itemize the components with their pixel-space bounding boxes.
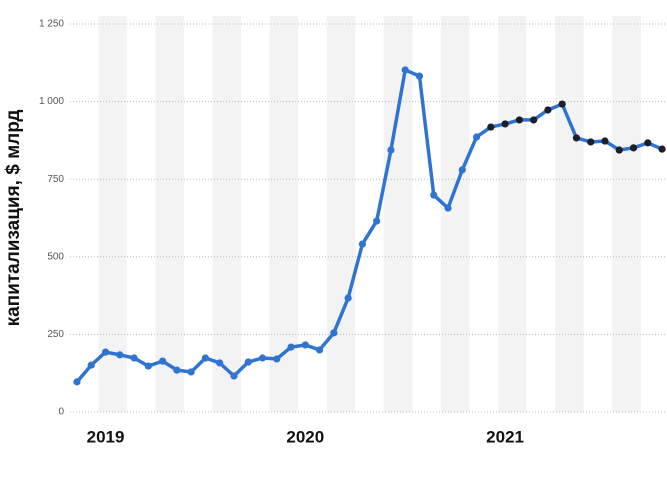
band bbox=[440, 16, 470, 412]
point bbox=[458, 166, 466, 174]
point bbox=[344, 294, 352, 302]
point bbox=[173, 366, 181, 374]
band bbox=[155, 16, 185, 412]
band bbox=[555, 16, 584, 412]
point bbox=[216, 359, 224, 367]
point bbox=[629, 144, 638, 152]
point bbox=[487, 123, 495, 131]
point bbox=[159, 357, 167, 365]
point bbox=[116, 351, 124, 359]
point bbox=[658, 145, 666, 153]
point bbox=[87, 361, 95, 369]
point bbox=[430, 191, 438, 199]
point bbox=[287, 343, 295, 351]
point bbox=[615, 146, 623, 154]
background-bands bbox=[98, 16, 641, 412]
x-tick-label: 2019 bbox=[87, 427, 125, 446]
point bbox=[572, 134, 581, 142]
point bbox=[315, 346, 324, 354]
point bbox=[644, 139, 652, 147]
y-tick-label: 0 bbox=[58, 407, 64, 418]
point bbox=[330, 329, 338, 337]
point bbox=[515, 116, 523, 124]
band bbox=[212, 16, 242, 412]
band bbox=[612, 16, 641, 412]
x-tick-label: 2021 bbox=[486, 427, 524, 446]
band bbox=[383, 16, 413, 412]
point bbox=[187, 368, 195, 376]
point bbox=[301, 341, 309, 349]
point bbox=[415, 72, 424, 80]
point bbox=[101, 348, 110, 356]
point bbox=[530, 116, 538, 124]
y-axis-label: капитализация, $ млрд bbox=[3, 110, 24, 327]
point bbox=[387, 146, 395, 154]
point bbox=[73, 378, 81, 386]
point bbox=[244, 358, 252, 366]
point bbox=[544, 106, 552, 114]
point bbox=[130, 354, 138, 362]
y-tick-label: 500 bbox=[47, 251, 64, 262]
y-tick-label: 750 bbox=[47, 174, 64, 185]
point bbox=[401, 66, 409, 74]
point bbox=[230, 372, 238, 380]
point bbox=[358, 240, 366, 248]
y-tick-label: 250 bbox=[47, 329, 64, 340]
point bbox=[472, 133, 481, 141]
point bbox=[587, 138, 595, 146]
point bbox=[501, 120, 509, 128]
point bbox=[373, 217, 381, 225]
y-tick-label: 1 000 bbox=[39, 96, 64, 107]
point bbox=[273, 355, 281, 363]
y-tick-label: 1 250 bbox=[39, 19, 64, 30]
point bbox=[558, 100, 566, 108]
band bbox=[497, 16, 527, 412]
point bbox=[144, 362, 152, 370]
band bbox=[326, 16, 356, 412]
point bbox=[444, 204, 452, 212]
point bbox=[601, 137, 609, 145]
point bbox=[201, 354, 210, 362]
x-tick-label: 2020 bbox=[286, 427, 324, 446]
band bbox=[98, 16, 127, 412]
point bbox=[258, 354, 267, 362]
